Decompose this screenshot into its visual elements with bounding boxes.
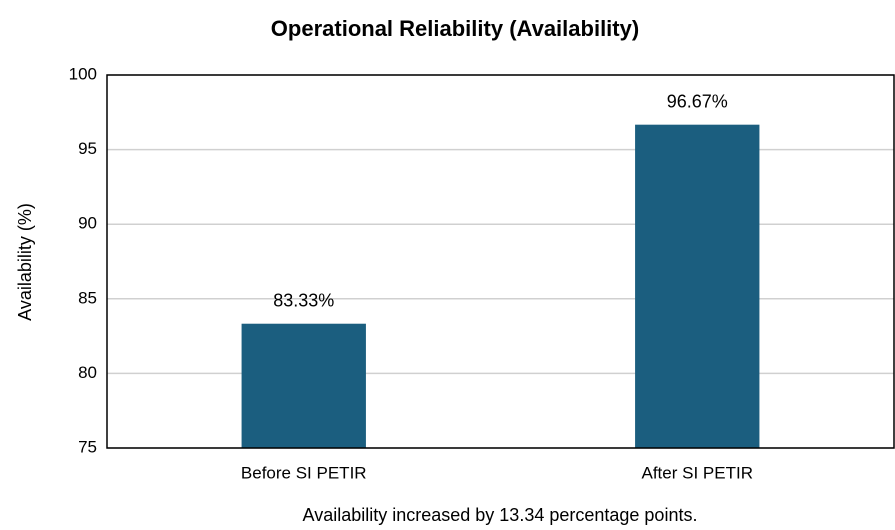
chart-title: Operational Reliability (Availability) bbox=[271, 16, 639, 41]
bar bbox=[241, 323, 366, 448]
x-tick-label: After SI PETIR bbox=[642, 463, 753, 482]
y-axis-label: Availability (%) bbox=[15, 203, 35, 321]
data-label: 83.33% bbox=[273, 290, 334, 310]
y-tick-label: 80 bbox=[78, 363, 97, 382]
bar bbox=[635, 124, 760, 449]
plot-frame bbox=[106, 74, 895, 449]
y-tick-label: 95 bbox=[78, 139, 97, 158]
y-tick-label: 90 bbox=[78, 214, 97, 233]
y-tick-label: 75 bbox=[78, 437, 97, 456]
annotation: Availability increased by 13.34 percenta… bbox=[303, 505, 698, 525]
x-tick-label: Before SI PETIR bbox=[241, 463, 367, 482]
y-tick-label: 100 bbox=[69, 64, 97, 83]
data-label: 96.67% bbox=[667, 91, 728, 111]
y-tick-label: 85 bbox=[78, 288, 97, 307]
